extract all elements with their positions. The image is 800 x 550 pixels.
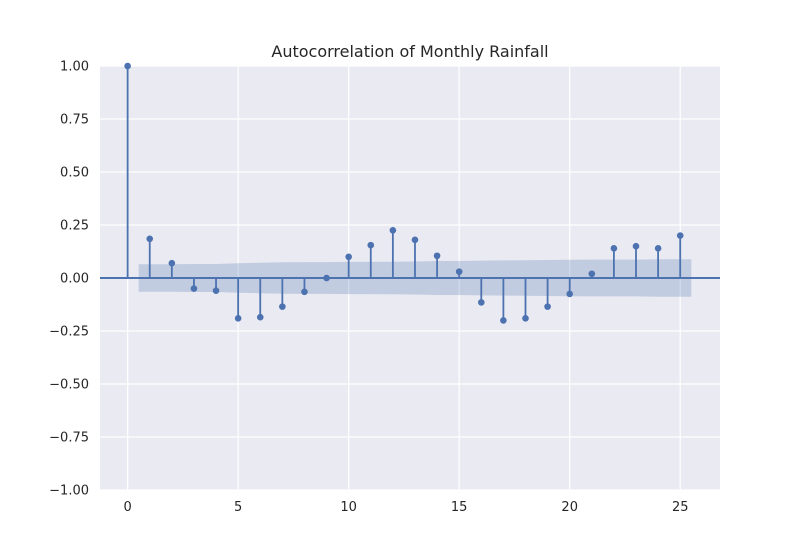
y-tick-labels: 1.00 0.75 0.50 0.25 0.00 −0.25 −0.50 −0.75 −1.00 [49,60,89,499]
marker-lag-24 [654,245,662,252]
x-tick-label: 5 [234,500,242,515]
marker-lag-3 [190,285,198,292]
y-tick-label: −0.50 [49,378,89,393]
y-tick-label: −0.25 [49,325,89,340]
marker-lag-5 [234,314,242,322]
marker-lag-16 [477,299,485,306]
chart-title: Autocorrelation of Monthly Rainfall [271,42,548,61]
marker-lag-17 [500,317,507,324]
marker-lag-1 [146,235,154,243]
markers [124,62,684,324]
marker-lag-7 [279,303,286,310]
marker-lag-21 [588,270,596,278]
marker-lag-8 [301,288,308,296]
x-tick-label: 25 [672,500,689,515]
x-tick-labels: 0 5 10 15 20 25 [123,500,688,515]
marker-lag-2 [168,259,176,267]
x-tick-label: 10 [340,500,357,515]
x-tick-label: 0 [123,500,131,515]
x-tick-label: 20 [561,500,578,515]
marker-lag-19 [544,303,551,310]
marker-lag-0 [124,62,131,70]
marker-lag-10 [345,253,352,261]
marker-lag-4 [212,287,220,295]
marker-lag-23 [632,242,640,250]
y-tick-label: −1.00 [49,484,89,499]
marker-lag-25 [676,232,684,239]
marker-lag-22 [610,245,618,252]
y-tick-label: 0.75 [60,113,89,128]
y-tick-label: 0.00 [60,272,89,287]
marker-lag-15 [455,268,463,275]
x-tick-label: 15 [451,500,468,515]
marker-lag-13 [411,236,419,244]
y-tick-label: −0.75 [49,431,89,446]
y-tick-label: 0.50 [60,166,89,181]
marker-lag-20 [566,290,573,298]
stems [126,66,682,321]
marker-lag-12 [389,227,397,234]
y-tick-label: 0.25 [60,219,89,234]
marker-lag-9 [323,274,330,282]
marker-lag-18 [522,314,529,322]
marker-lag-14 [433,252,441,260]
y-tick-label: 1.00 [60,60,89,75]
marker-lag-6 [256,313,264,321]
marker-lag-11 [367,241,375,249]
